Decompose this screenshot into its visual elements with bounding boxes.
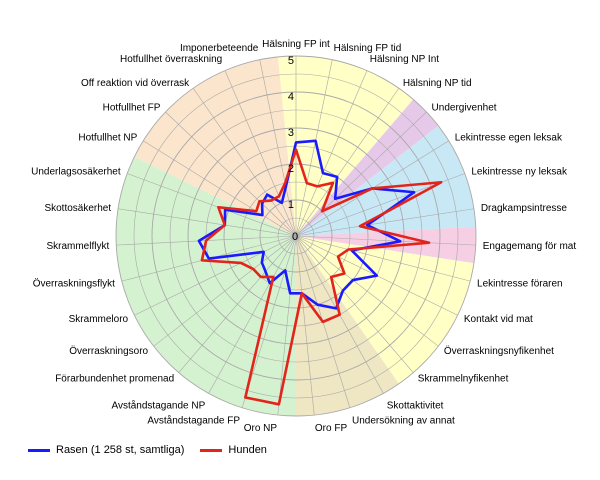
category-label-30: Hotfullhet överraskning <box>120 54 222 65</box>
category-label-24: Skrammelflykt <box>46 241 109 252</box>
r-tick-label-1: 1 <box>288 199 294 211</box>
category-label-28: Hotfullhet FP <box>103 103 161 114</box>
category-label-9: Engagemang för mat <box>483 241 577 252</box>
category-label-17: Oro NP <box>244 423 278 434</box>
r-tick-label-4: 4 <box>288 91 294 103</box>
category-label-21: Överraskningsoro <box>69 345 148 357</box>
category-label-10: Lekintresse föraren <box>477 278 563 289</box>
r-tick-label-3: 3 <box>288 127 294 139</box>
category-label-18: Avståndstagande FP <box>147 414 240 426</box>
background-sector-3 <box>296 125 476 236</box>
category-label-11: Kontakt vid mat <box>464 314 533 325</box>
legend-swatch-series-1 <box>28 448 50 452</box>
r-tick-label-2: 2 <box>288 163 294 175</box>
category-label-22: Skrammeloro <box>69 314 129 325</box>
spoke-25 <box>118 208 297 237</box>
legend: Rasen (1 258 st, samtliga) Hunden <box>28 444 267 456</box>
category-label-5: Undergivenhet <box>432 103 497 114</box>
r-tick-label-5: 5 <box>288 55 294 67</box>
series-line-2 <box>200 148 443 406</box>
spoke-8 <box>295 208 474 237</box>
category-label-19: Avståndstagande NP <box>111 400 205 412</box>
category-label-16: Oro FP <box>315 423 348 434</box>
spoke-19 <box>208 235 297 394</box>
category-label-20: Förarbundenhet promenad <box>55 373 174 384</box>
category-label-4: Hälsning NP tid <box>403 78 472 89</box>
background-sector-7 <box>116 156 296 417</box>
background-sector-8 <box>134 56 296 236</box>
spoke-9 <box>295 235 476 246</box>
spoke-18 <box>241 235 297 408</box>
category-label-15: Undersökning av annat <box>352 415 455 426</box>
spoke-29 <box>192 88 297 237</box>
background-sector-1 <box>277 55 414 237</box>
category-label-6: Lekintresse egen leksak <box>455 133 563 144</box>
category-label-14: Skottaktivitet <box>387 401 444 412</box>
spoke-5 <box>295 111 427 237</box>
category-label-12: Överraskningsnyfikenhet <box>444 345 554 357</box>
category-label-1: Hälsning FP int <box>262 39 330 50</box>
spoke-27 <box>143 140 297 237</box>
spoke-13 <box>295 235 414 373</box>
category-label-3: Hälsning NP Int <box>370 54 440 65</box>
category-label-31: Imponerbeteende <box>180 43 259 54</box>
category-label-29: Off reaktion vid överrask <box>81 78 190 89</box>
spoke-3 <box>295 70 368 237</box>
r-tick-label-0: 0 <box>292 231 298 243</box>
spoke-2 <box>295 59 333 237</box>
category-label-25: Skottosäkerhet <box>44 203 111 214</box>
spoke-12 <box>295 235 439 347</box>
category-label-26: Underlagsosäkerhet <box>31 167 121 178</box>
category-label-7: Lekintresse ny leksak <box>471 167 568 178</box>
legend-item-series-2: Hunden <box>200 444 267 456</box>
category-label-13: Skrammelnyfikenhet <box>418 373 509 384</box>
category-label-8: Dragkampsintresse <box>481 203 568 214</box>
spoke-22 <box>134 235 297 316</box>
legend-label-series-1: Rasen (1 258 st, samtliga) <box>56 444 185 456</box>
category-label-27: Hotfullhet NP <box>78 133 137 144</box>
category-label-2: Hälsning FP tid <box>334 43 402 54</box>
legend-label-series-2: Hunden <box>228 444 267 456</box>
spoke-17 <box>277 235 297 416</box>
spoke-16 <box>295 235 315 416</box>
background-sector-5 <box>296 236 474 384</box>
legend-swatch-series-2 <box>200 448 223 452</box>
spoke-30 <box>224 70 297 237</box>
spoke-21 <box>153 235 297 347</box>
legend-item-series-1: Rasen (1 258 st, samtliga) <box>28 444 184 456</box>
background-sector-6 <box>296 236 399 416</box>
spoke-28 <box>165 111 297 237</box>
spoke-26 <box>127 173 297 237</box>
spoke-4 <box>295 88 400 237</box>
spoke-20 <box>178 235 297 373</box>
spoke-31 <box>259 59 297 237</box>
spoke-10 <box>295 235 471 282</box>
category-label-23: Överraskningsflykt <box>33 277 115 289</box>
